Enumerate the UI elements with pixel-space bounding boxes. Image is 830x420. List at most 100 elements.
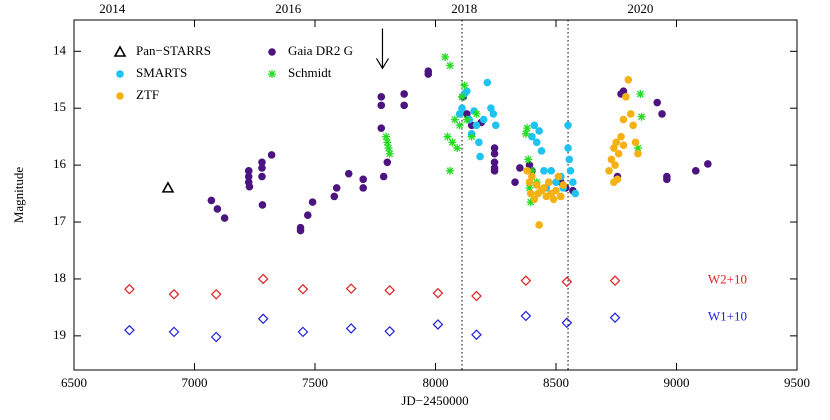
point [619, 87, 628, 95]
point [377, 124, 386, 132]
point [472, 121, 481, 130]
point [525, 183, 534, 192]
point [490, 144, 499, 152]
point [332, 184, 341, 192]
point [448, 138, 457, 147]
point [611, 161, 619, 169]
point [653, 98, 662, 107]
point [566, 167, 575, 175]
point [528, 132, 536, 141]
point [619, 141, 628, 150]
point [330, 192, 339, 201]
point [124, 283, 135, 295]
point [472, 109, 481, 118]
x2-tick-label: 2018 [451, 1, 477, 16]
point [564, 121, 572, 130]
point [527, 166, 536, 175]
point [704, 160, 712, 168]
legend-marker [116, 70, 124, 78]
point [257, 313, 269, 325]
point [303, 211, 312, 220]
point [489, 110, 498, 118]
point [523, 167, 531, 175]
point [210, 288, 222, 300]
point [455, 110, 464, 118]
point [631, 138, 640, 147]
point [308, 198, 317, 206]
point [384, 284, 396, 296]
point [257, 273, 269, 285]
point [691, 167, 700, 175]
point [244, 172, 253, 181]
point [458, 104, 466, 113]
series-label: W2+10 [708, 272, 747, 287]
x-tick-label: 7000 [182, 375, 208, 390]
point [345, 283, 357, 294]
point [491, 121, 500, 130]
point [540, 184, 548, 192]
point [612, 138, 621, 147]
point [344, 169, 353, 178]
point [441, 52, 450, 61]
point [526, 198, 535, 207]
point [383, 138, 392, 147]
x-tick-label: 9000 [664, 375, 690, 390]
point [453, 144, 462, 153]
point [463, 110, 471, 118]
point [557, 192, 565, 201]
legend-label: Gaia DR2 G [288, 43, 353, 58]
point [561, 317, 573, 329]
point [207, 196, 216, 205]
y-axis-label: Magnitude [11, 167, 26, 224]
x-tick-label: 8000 [423, 375, 449, 390]
point [524, 155, 533, 164]
point [445, 166, 454, 175]
point [564, 144, 572, 152]
point [552, 178, 560, 186]
point [520, 275, 532, 286]
point [561, 276, 573, 288]
point [385, 149, 394, 158]
point [626, 110, 635, 118]
point [565, 155, 574, 164]
point [637, 112, 646, 121]
point [571, 189, 580, 198]
point [479, 115, 488, 124]
point [460, 81, 469, 90]
point [622, 93, 630, 101]
point [213, 205, 222, 213]
point [245, 182, 254, 191]
point [633, 144, 642, 153]
point [609, 275, 621, 286]
point [359, 175, 368, 184]
point [559, 181, 568, 189]
point [624, 75, 633, 84]
point [552, 186, 560, 195]
arrow [375, 28, 389, 70]
point [471, 290, 482, 302]
point [267, 151, 276, 159]
point [605, 167, 613, 175]
point [471, 329, 482, 341]
point [450, 115, 459, 124]
y-tick-label: 17 [53, 213, 67, 228]
x-axis-label: JD−2450000 [401, 393, 468, 408]
point [458, 92, 467, 101]
point [400, 90, 408, 98]
point [379, 172, 388, 181]
point [490, 167, 499, 175]
point [443, 132, 452, 141]
point [258, 172, 266, 181]
point [636, 89, 645, 98]
series-label: W1+10 [708, 309, 747, 324]
point [607, 155, 616, 164]
point [490, 149, 499, 158]
legend-marker [113, 45, 127, 57]
point [610, 178, 618, 186]
x-tick-label: 9500 [784, 375, 810, 390]
point [490, 158, 499, 167]
point [609, 312, 621, 323]
point [258, 201, 267, 209]
point [359, 184, 368, 192]
